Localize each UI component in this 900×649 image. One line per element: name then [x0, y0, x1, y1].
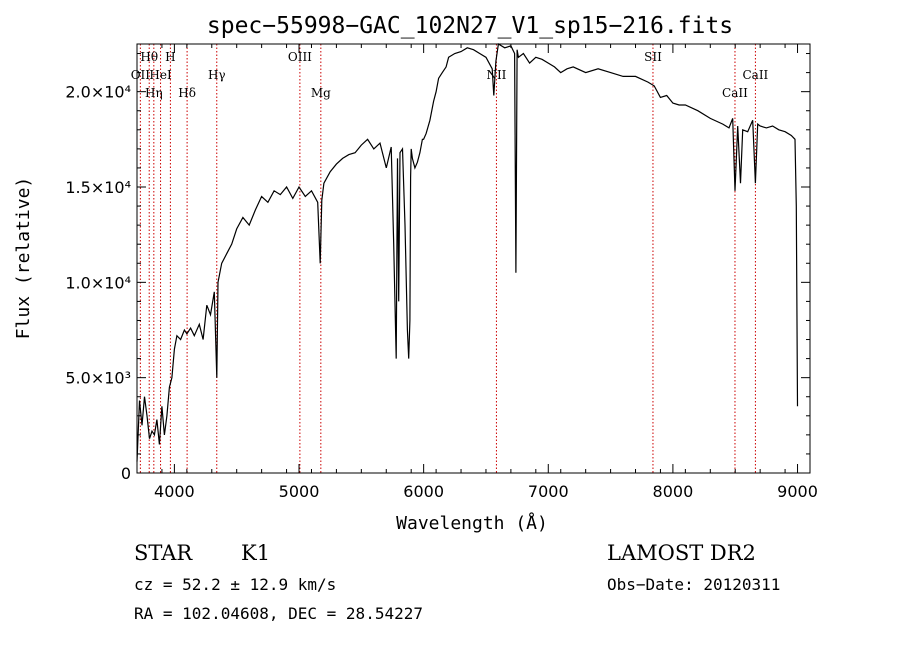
line-label-6: Hγ	[208, 68, 226, 82]
y-tick-label-3: 1.5×10⁴	[65, 178, 131, 197]
velocity-text: cz = 52.2 ± 12.9 km/s	[134, 575, 336, 594]
x-axis-ticks: 4000 5000 6000 7000 8000 9000	[136, 44, 818, 501]
y-axis-label: Flux (relative)	[13, 177, 34, 340]
line-label-4: H	[165, 50, 175, 64]
line-label-7: OIII	[288, 50, 312, 64]
y-tick-label-1: 5.0×10³	[65, 369, 131, 388]
chart-title: spec−55998−GAC_102N27_V1_sp15−216.fits	[207, 13, 733, 39]
line-label-0: Hθ	[140, 50, 158, 64]
coords-text: RA = 102.04608, DEC = 28.54227	[134, 604, 423, 623]
line-label-1: OII	[131, 68, 151, 82]
line-label-8: Mg	[311, 86, 331, 100]
line-label-5: Hδ	[178, 86, 196, 100]
line-markers	[139, 44, 756, 473]
plot-frame	[136, 43, 811, 474]
y-tick-label-4: 2.0×10⁴	[65, 83, 131, 102]
y-axis-ticks: 0 5.0×10³ 1.0×10⁴ 1.5×10⁴ 2.0×10⁴	[65, 53, 810, 483]
line-label-9: NII	[486, 68, 506, 82]
x-tick-label-0: 4000	[154, 482, 195, 501]
y-tick-label-2: 1.0×10⁴	[65, 273, 131, 292]
survey-name: LAMOST DR2	[607, 541, 756, 565]
x-tick-label-5: 9000	[777, 482, 818, 501]
x-axis-label: Wavelength (Å)	[396, 512, 548, 534]
object-subclass: K1	[241, 541, 270, 565]
line-label-2: Hη	[145, 86, 163, 100]
spectrum-series-line	[136, 43, 799, 462]
x-tick-label-2: 6000	[403, 482, 444, 501]
x-tick-label-1: 5000	[279, 482, 320, 501]
line-label-11: CaII	[722, 86, 748, 100]
x-tick-label-4: 8000	[653, 482, 694, 501]
line-label-10: SII	[644, 50, 662, 64]
x-tick-label-3: 7000	[528, 482, 569, 501]
y-tick-label-0: 0	[121, 464, 131, 483]
line-label-12: CaII	[742, 68, 768, 82]
line-labels: Hθ OII Hη HeI H Hδ Hγ OIII Mg NII SII CaII CaII	[131, 50, 769, 100]
object-class: STAR	[134, 541, 193, 565]
obs-date-text: Obs−Date: 20120311	[607, 575, 780, 594]
line-label-3: HeI	[149, 68, 172, 82]
